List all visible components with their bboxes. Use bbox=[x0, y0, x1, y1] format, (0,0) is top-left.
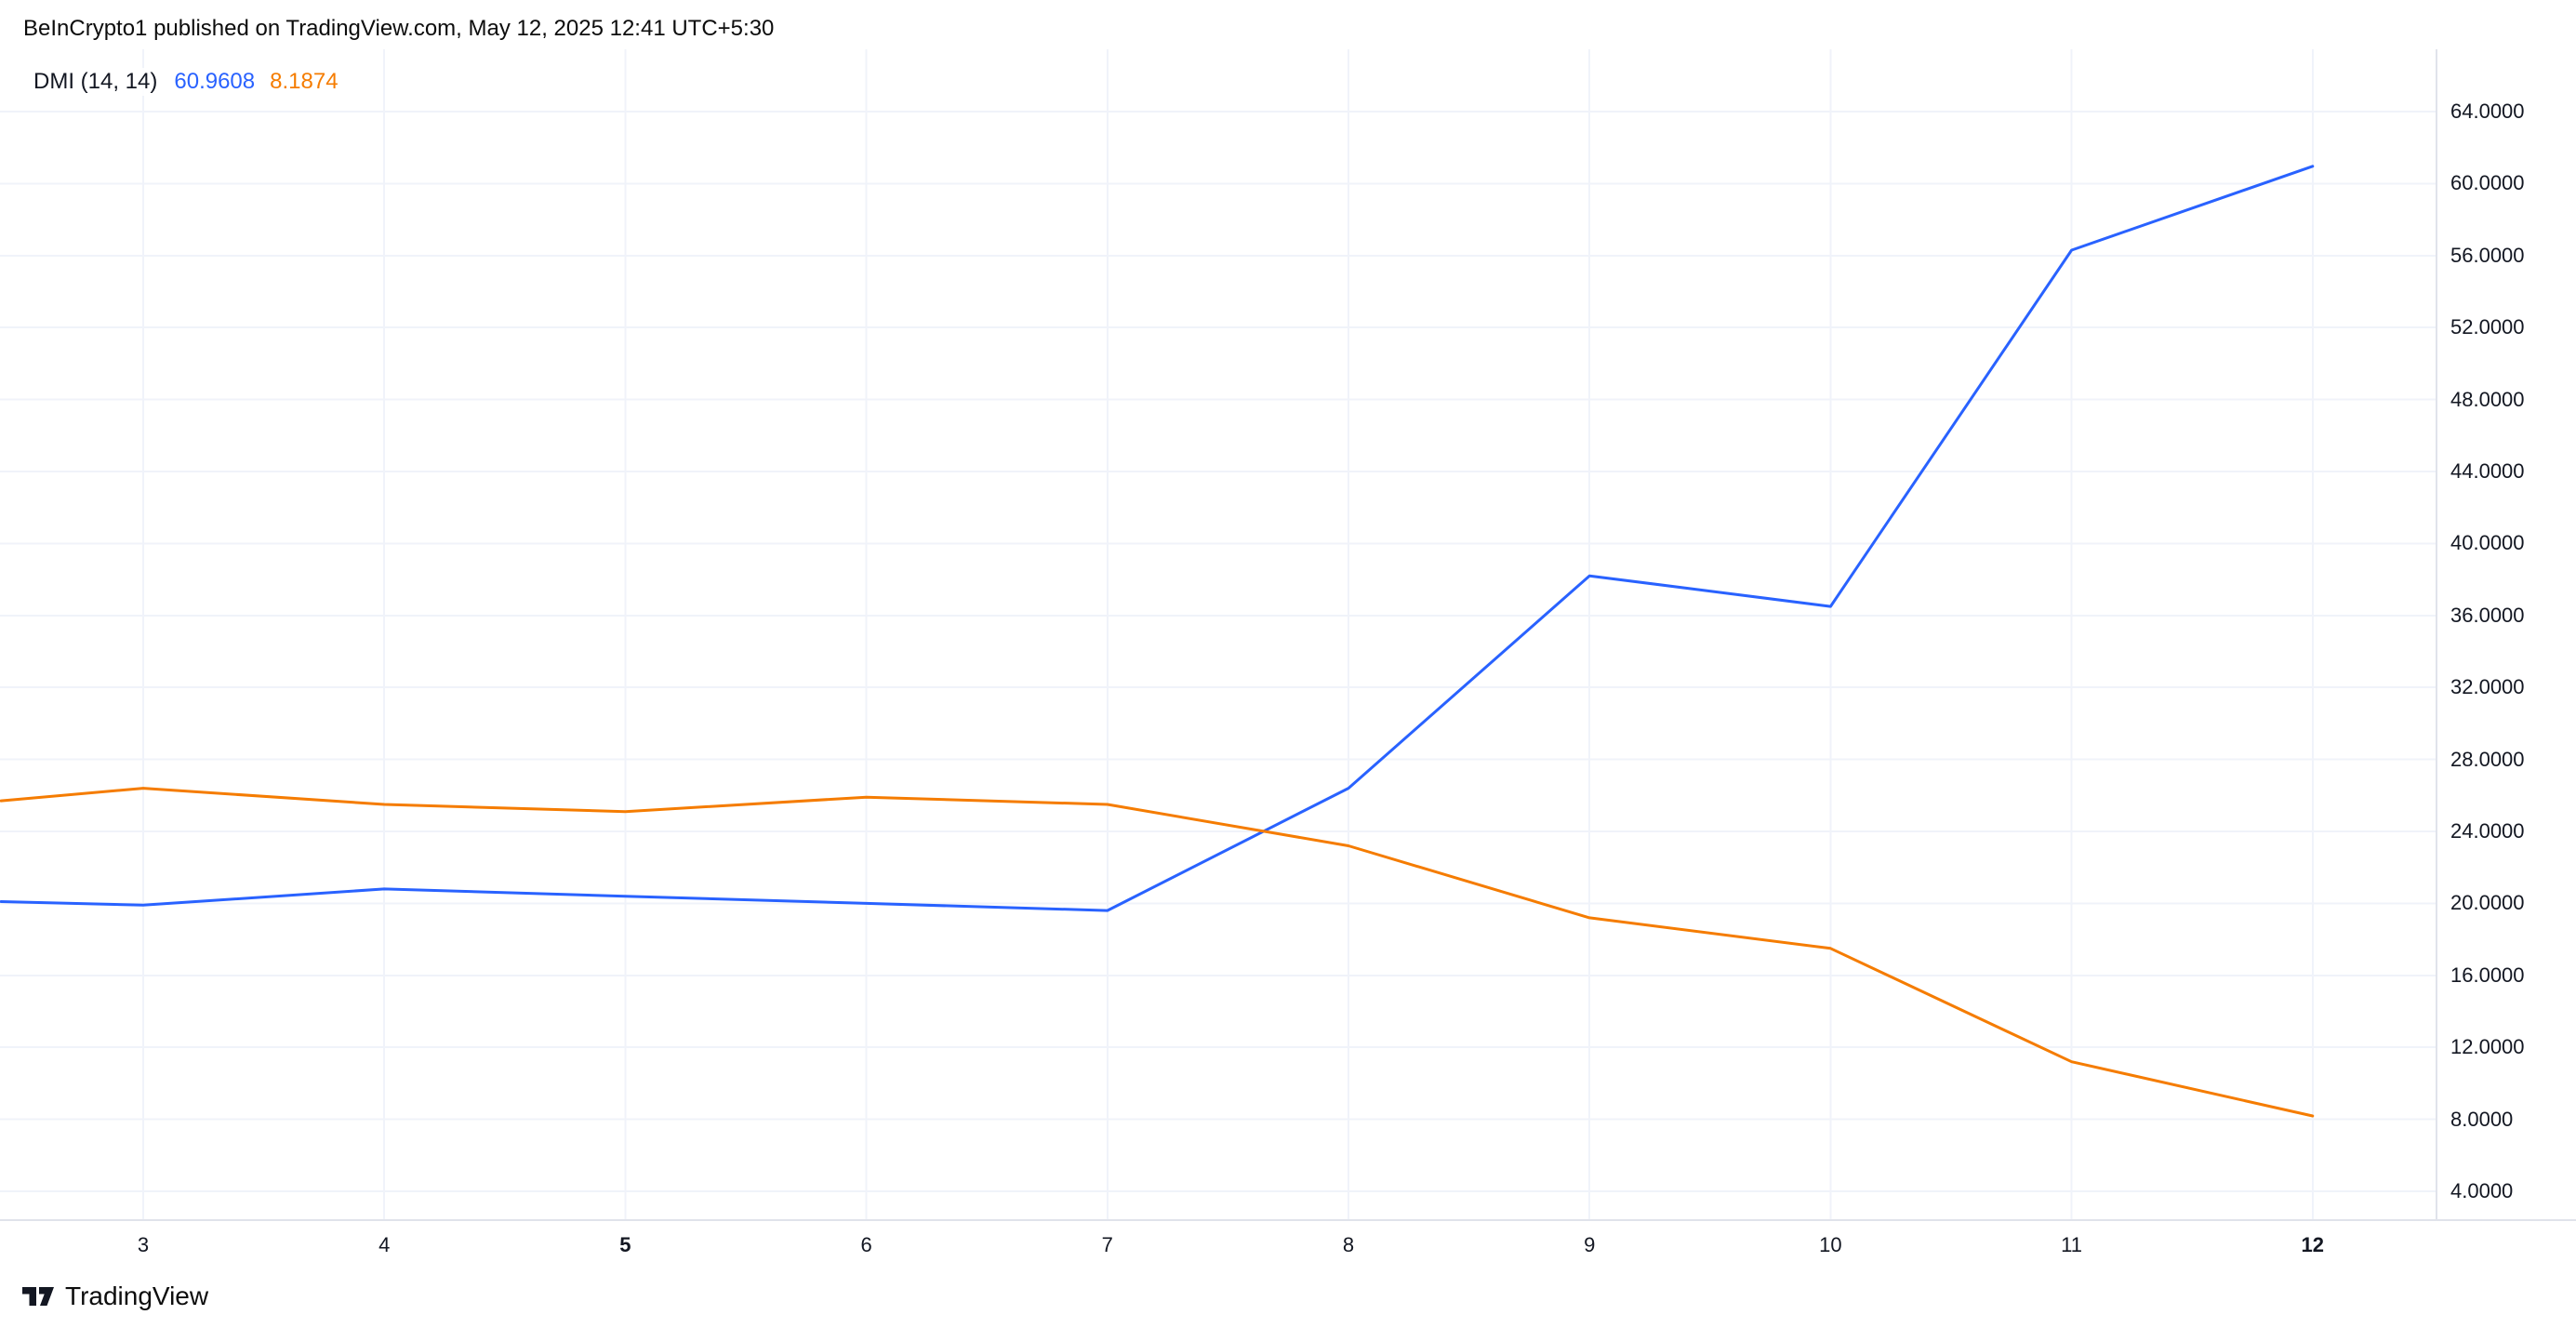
price-axis-label: 44.0000 bbox=[2450, 459, 2525, 483]
price-axis-label: 60.0000 bbox=[2450, 171, 2525, 195]
chart-plot-area[interactable]: DMI (14, 14) 60.9608 8.1874 bbox=[0, 49, 2436, 1219]
plus-di-line bbox=[0, 165, 2315, 912]
price-axis-label: 48.0000 bbox=[2450, 387, 2525, 411]
price-axis-label: 24.0000 bbox=[2450, 819, 2525, 843]
minus-di-value: 8.1874 bbox=[270, 69, 339, 94]
plus-di-value: 60.9608 bbox=[174, 69, 256, 94]
time-axis-label: 9 bbox=[1584, 1233, 1596, 1256]
price-axis-label: 4.0000 bbox=[2450, 1179, 2514, 1202]
indicator-title: DMI (14, 14) bbox=[33, 69, 158, 94]
attribution-header: BeInCrypto1 published on TradingView.com… bbox=[23, 15, 774, 43]
time-axis-label: 12 bbox=[2301, 1233, 2325, 1256]
price-axis-label: 16.0000 bbox=[2450, 963, 2525, 987]
tradingview-brand-link[interactable]: TradingView bbox=[22, 1281, 208, 1312]
time-axis-label: 3 bbox=[137, 1233, 150, 1256]
time-axis-label: 5 bbox=[619, 1233, 631, 1256]
time-axis-label: 10 bbox=[1819, 1233, 1842, 1256]
tradingview-logo-icon bbox=[22, 1286, 54, 1307]
price-axis-label: 56.0000 bbox=[2450, 243, 2525, 267]
price-axis-label: 52.0000 bbox=[2450, 315, 2525, 339]
price-axis-label: 36.0000 bbox=[2450, 603, 2525, 627]
indicator-legend[interactable]: DMI (14, 14) 60.9608 8.1874 bbox=[33, 68, 359, 96]
price-axis-label: 20.0000 bbox=[2450, 891, 2525, 915]
time-axis-label: 7 bbox=[1101, 1233, 1113, 1256]
tradingview-brand-text: TradingView bbox=[65, 1282, 209, 1310]
footer: TradingView bbox=[22, 1278, 208, 1315]
time-axis[interactable]: 3 4 5 6 7 8 9 10 11 12 bbox=[0, 1219, 2576, 1269]
time-axis-label: 11 bbox=[2061, 1233, 2083, 1256]
price-axis-label: 64.0000 bbox=[2450, 100, 2525, 123]
price-axis-label: 8.0000 bbox=[2450, 1107, 2514, 1131]
price-axis[interactable]: 64.0000 60.0000 56.0000 52.0000 48.0000 44.00… bbox=[2436, 49, 2576, 1219]
price-axis-label: 40.0000 bbox=[2450, 531, 2525, 555]
dmi-chart-svg bbox=[0, 49, 2436, 1219]
attribution-text: BeInCrypto1 published on TradingView.com… bbox=[23, 16, 775, 41]
time-axis-label: 6 bbox=[860, 1233, 872, 1256]
time-axis-label: 8 bbox=[1342, 1233, 1355, 1256]
minus-di-line bbox=[0, 787, 2315, 1118]
price-axis-label: 32.0000 bbox=[2450, 675, 2525, 699]
price-axis-label: 28.0000 bbox=[2450, 747, 2525, 771]
time-axis-label: 4 bbox=[378, 1233, 391, 1256]
price-axis-label: 12.0000 bbox=[2450, 1035, 2525, 1059]
